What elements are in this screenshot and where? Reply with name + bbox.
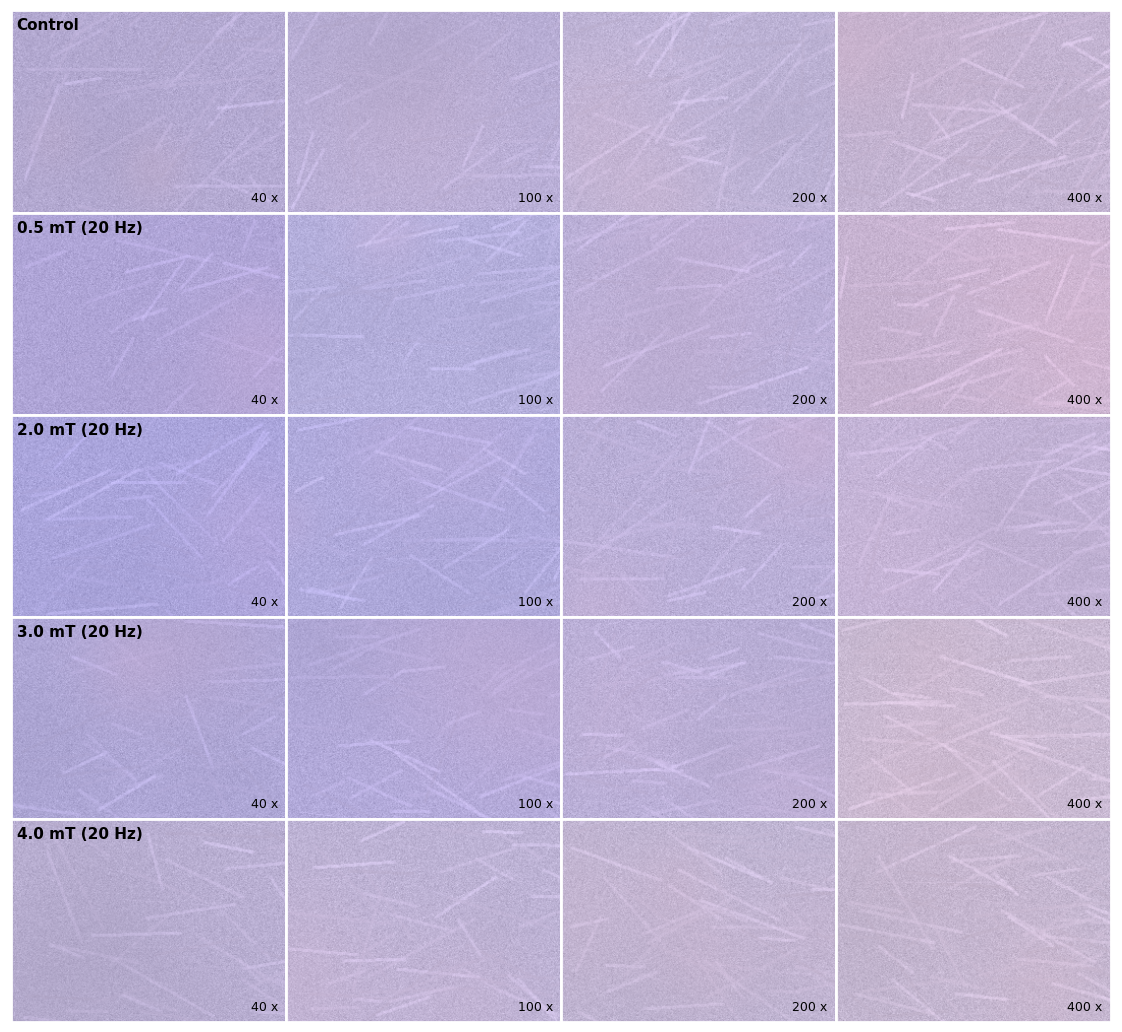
Text: 200 x: 200 x [792, 192, 828, 204]
Text: 100 x: 100 x [517, 192, 553, 204]
Text: 100 x: 100 x [517, 596, 553, 609]
Text: 40 x: 40 x [250, 596, 278, 609]
Text: 200 x: 200 x [792, 799, 828, 811]
Text: 200 x: 200 x [792, 596, 828, 609]
Text: 3.0 mT (20 Hz): 3.0 mT (20 Hz) [17, 625, 142, 640]
Text: 200 x: 200 x [792, 1001, 828, 1013]
Text: 40 x: 40 x [250, 799, 278, 811]
Text: 100 x: 100 x [517, 799, 553, 811]
Text: 100 x: 100 x [517, 394, 553, 407]
Text: 400 x: 400 x [1067, 596, 1103, 609]
Text: 400 x: 400 x [1067, 1001, 1103, 1013]
Text: 40 x: 40 x [250, 1001, 278, 1013]
Text: 2.0 mT (20 Hz): 2.0 mT (20 Hz) [17, 423, 142, 438]
Text: Control: Control [17, 19, 80, 33]
Text: 400 x: 400 x [1067, 192, 1103, 204]
Text: 40 x: 40 x [250, 192, 278, 204]
Text: 400 x: 400 x [1067, 799, 1103, 811]
Text: 0.5 mT (20 Hz): 0.5 mT (20 Hz) [17, 221, 142, 235]
Text: 40 x: 40 x [250, 394, 278, 407]
Text: 100 x: 100 x [517, 1001, 553, 1013]
Text: 400 x: 400 x [1067, 394, 1103, 407]
Text: 4.0 mT (20 Hz): 4.0 mT (20 Hz) [17, 828, 142, 842]
Text: 200 x: 200 x [792, 394, 828, 407]
